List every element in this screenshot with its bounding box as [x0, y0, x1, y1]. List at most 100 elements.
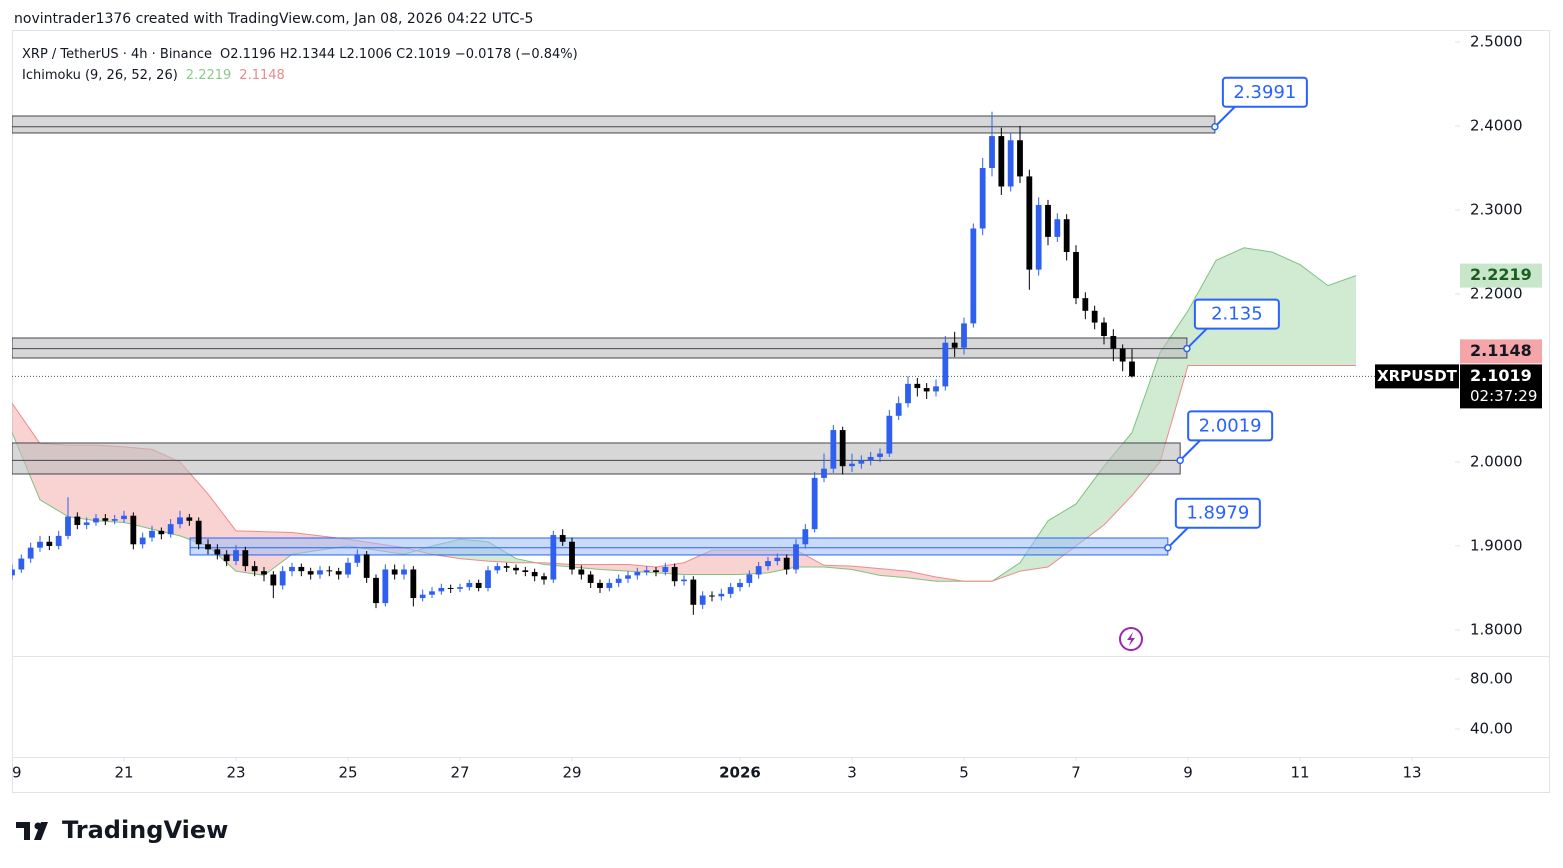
current-price-label: 2.1019 — [1470, 366, 1532, 385]
plot-area — [12, 111, 1375, 615]
y-tick-label: 2.4000 — [1470, 117, 1523, 135]
callout-box — [1187, 410, 1274, 442]
candle-body — [317, 570, 323, 575]
candle-body — [737, 582, 743, 588]
y-tick-label: 1.9000 — [1470, 536, 1523, 554]
cloud-line — [12, 247, 1357, 582]
cloud-fill — [208, 493, 236, 572]
candle-body — [18, 558, 25, 570]
callout-pointer — [1186, 327, 1208, 350]
candle-body — [951, 342, 958, 348]
x-tick-label: 25 — [338, 764, 357, 782]
candle-body — [223, 554, 230, 562]
candle-body — [718, 593, 725, 597]
logo-mark — [16, 822, 48, 840]
candle-body — [690, 579, 697, 605]
current-price-tag — [1460, 364, 1542, 409]
candle-body — [466, 582, 473, 588]
candle-body — [727, 587, 734, 594]
symbol-tag — [1375, 364, 1459, 389]
candle-body — [307, 571, 314, 575]
candle-body — [111, 519, 118, 521]
candle-body — [895, 403, 902, 416]
x-tick-label: 27 — [450, 764, 469, 782]
x-tick-label: 7 — [1071, 764, 1081, 782]
icon-ring — [1119, 627, 1143, 651]
candle-body — [12, 569, 15, 576]
candle-body — [205, 544, 211, 550]
candle-body — [811, 477, 818, 530]
price-tag — [1460, 263, 1542, 288]
frame — [12, 30, 1550, 793]
price-tag-label: 2.2219 — [1470, 265, 1532, 284]
time-axis: 19 21 23 25 27 29 2026 3 5 7 9 11 13 — [12, 757, 1422, 782]
candle-body — [494, 566, 501, 571]
callout-pointer — [1214, 106, 1236, 128]
candle-body — [233, 550, 239, 562]
candle-body — [681, 579, 687, 582]
countdown-label: 02:37:29 — [1470, 387, 1537, 405]
x-tick-label: 9 — [1183, 764, 1193, 782]
candle-body — [821, 468, 827, 478]
candle-body — [102, 518, 109, 521]
candle-body — [261, 571, 267, 575]
candle-body — [149, 530, 155, 538]
candle-body — [475, 582, 482, 588]
candle-body — [1017, 140, 1023, 177]
candle-body — [671, 566, 678, 582]
callout-box — [1221, 76, 1308, 108]
candle-body — [569, 541, 575, 570]
x-tick-label: 21 — [114, 764, 133, 782]
header: novintrader1376 created with TradingView… — [14, 11, 533, 27]
cloud-line — [12, 365, 1356, 582]
candle-body — [643, 570, 650, 573]
candle-body — [513, 567, 519, 571]
callout-label: 2.0019 — [1199, 415, 1262, 436]
candle-body — [270, 574, 277, 586]
candle-body — [998, 136, 1005, 187]
logo-dot — [34, 822, 42, 830]
candle-body — [522, 570, 529, 573]
cloud-fill — [1076, 466, 1104, 546]
candle-body — [1054, 219, 1061, 237]
candle-body — [373, 577, 379, 604]
indicator-value: 2.1148 — [239, 68, 285, 83]
candle-body — [1035, 204, 1042, 270]
candle-body — [354, 554, 361, 563]
candle-body — [625, 575, 631, 579]
candle-body — [989, 136, 995, 169]
y-tick-label: 1.8000 — [1470, 620, 1523, 638]
cloud-fill — [1272, 251, 1300, 366]
candle-body — [933, 386, 939, 392]
callout-anchor — [1176, 456, 1184, 465]
candle-body — [531, 572, 538, 577]
zone — [12, 442, 1181, 475]
callout-pointer — [1167, 527, 1189, 549]
symbol-tag-label: XRPUSDT — [1377, 367, 1458, 385]
candle-body — [802, 529, 809, 545]
y-tick-label: 2.2000 — [1470, 284, 1523, 302]
candle-body — [1007, 140, 1014, 187]
candle-body — [914, 383, 921, 389]
candle-body — [1082, 298, 1089, 311]
icon-bolt — [1127, 632, 1135, 646]
candle-body — [1129, 361, 1135, 377]
x-tick-label: 23 — [226, 764, 245, 782]
y-tick-label: 40.00 — [1470, 720, 1513, 738]
callout-anchor — [1183, 344, 1191, 353]
zone — [12, 337, 1188, 359]
candle-body — [363, 554, 370, 578]
footer-logo: TradingView — [16, 816, 228, 844]
candle-body — [886, 415, 893, 454]
callout-box — [1193, 298, 1280, 330]
candle-body — [279, 571, 286, 586]
callout-box — [1174, 497, 1261, 529]
candle-body — [699, 595, 706, 605]
candle-body — [606, 582, 613, 588]
candle-body — [83, 522, 90, 525]
price-tag-label: 2.1148 — [1470, 341, 1532, 360]
candle-body — [653, 570, 659, 573]
candle-body — [1119, 348, 1126, 362]
candle-body — [93, 518, 99, 523]
